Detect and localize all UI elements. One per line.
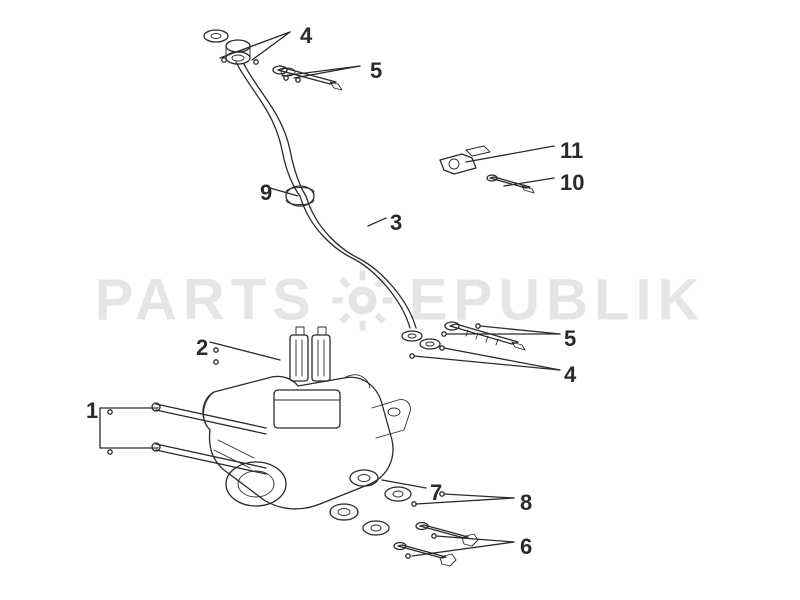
callout-4: 4: [300, 23, 312, 49]
callout-2: 2: [196, 335, 208, 361]
callout-10: 10: [560, 170, 584, 196]
callout-6: 6: [520, 534, 532, 560]
exploded-parts-diagram: 123454567891011 PARTS EPUBLIK: [0, 0, 800, 600]
leader-lines: [0, 0, 800, 600]
callout-5: 5: [564, 326, 576, 352]
callout-3: 3: [390, 210, 402, 236]
callout-7: 7: [430, 480, 442, 506]
callout-5: 5: [370, 58, 382, 84]
callout-9: 9: [260, 180, 272, 206]
callout-11: 11: [560, 138, 583, 164]
callout-8: 8: [520, 490, 532, 516]
callout-1: 1: [86, 398, 98, 424]
callout-4: 4: [564, 362, 576, 388]
